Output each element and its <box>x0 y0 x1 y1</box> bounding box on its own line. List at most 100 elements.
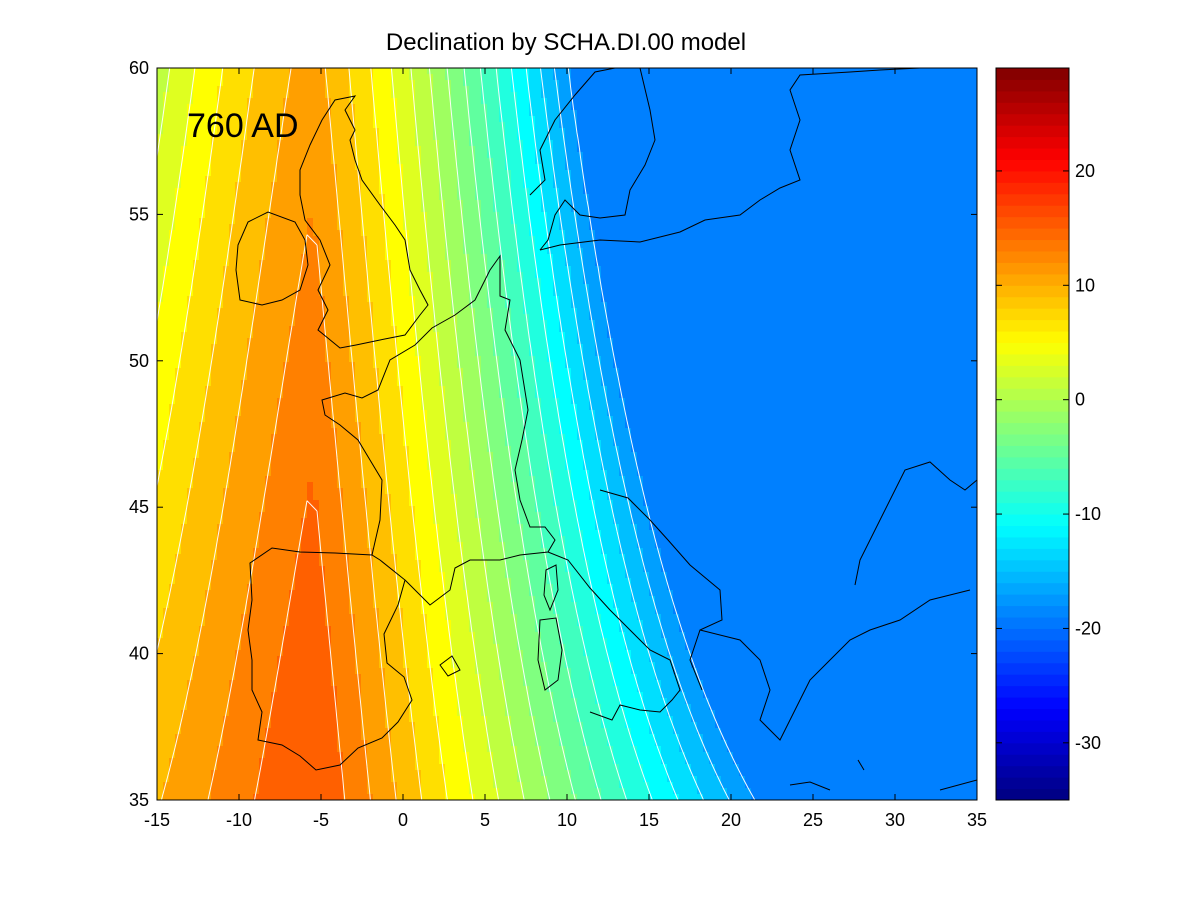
field-cell <box>391 596 398 603</box>
field-cell <box>319 368 326 375</box>
field-cell <box>223 530 230 537</box>
field-cell <box>301 146 308 153</box>
field-cell <box>361 428 368 435</box>
field-cell <box>367 374 374 381</box>
field-cell <box>331 152 338 159</box>
field-cell <box>223 620 230 627</box>
field-cell <box>289 434 296 441</box>
field-cell <box>259 218 266 225</box>
field-cell <box>349 644 356 651</box>
field-cell <box>355 146 362 153</box>
field-cell <box>211 668 218 675</box>
field-cell <box>277 728 284 735</box>
field-cell <box>343 314 350 321</box>
field-cell <box>211 452 218 459</box>
field-cell <box>295 80 302 87</box>
field-cell <box>169 68 176 75</box>
field-cell <box>199 464 206 471</box>
field-cell <box>367 758 374 765</box>
field-cell <box>157 104 164 111</box>
field-cell <box>259 110 266 117</box>
field-cell <box>247 530 254 537</box>
field-cell <box>205 314 212 321</box>
field-cell <box>331 362 338 369</box>
field-cell <box>301 140 308 147</box>
field-cell <box>199 218 206 225</box>
field-cell <box>391 308 398 315</box>
field-cell <box>361 248 368 255</box>
field-cell <box>307 362 314 369</box>
field-cell <box>277 68 284 75</box>
field-cell <box>163 68 170 75</box>
field-cell <box>157 68 164 75</box>
field-cell <box>163 614 170 621</box>
field-cell <box>355 464 362 471</box>
field-cell <box>277 404 284 411</box>
field-cell <box>187 662 194 669</box>
field-cell <box>175 488 182 495</box>
field-cell <box>247 116 254 123</box>
field-cell <box>385 272 392 279</box>
field-cell <box>265 362 272 369</box>
field-cell <box>331 716 338 723</box>
field-cell <box>253 596 260 603</box>
field-cell <box>175 458 182 465</box>
field-cell <box>361 386 368 393</box>
field-cell <box>247 422 254 429</box>
field-cell <box>217 608 224 615</box>
field-cell <box>319 638 326 645</box>
field-cell <box>331 398 338 405</box>
field-cell <box>163 578 170 585</box>
field-cell <box>373 80 380 87</box>
field-cell <box>205 272 212 279</box>
field-cell <box>319 272 326 279</box>
field-cell <box>331 200 338 207</box>
field-cell <box>283 224 290 231</box>
field-cell <box>301 656 308 663</box>
field-cell <box>265 788 272 795</box>
field-cell <box>289 74 296 81</box>
field-cell <box>223 788 230 795</box>
field-cell <box>223 680 230 687</box>
field-cell <box>229 524 236 531</box>
field-cell <box>163 692 170 699</box>
field-cell <box>193 260 200 267</box>
field-cell <box>187 428 194 435</box>
field-cell <box>157 434 164 441</box>
field-cell <box>355 698 362 705</box>
field-cell <box>337 272 344 279</box>
field-cell <box>313 218 320 225</box>
field-cell <box>235 770 242 777</box>
field-cell <box>247 326 254 333</box>
field-cell <box>229 728 236 735</box>
field-cell <box>343 230 350 237</box>
field-cell <box>181 692 188 699</box>
field-cell <box>349 116 356 123</box>
field-cell <box>301 602 308 609</box>
field-cell <box>301 758 308 765</box>
field-cell <box>355 734 362 741</box>
field-cell <box>169 638 176 645</box>
field-cell <box>157 584 164 591</box>
field-cell <box>313 530 320 537</box>
field-cell <box>247 758 254 765</box>
field-cell <box>397 110 404 117</box>
field-cell <box>265 632 272 639</box>
field-cell <box>211 98 218 105</box>
field-cell <box>217 686 224 693</box>
field-cell <box>157 260 164 267</box>
field-cell <box>259 176 266 183</box>
field-cell <box>229 704 236 711</box>
field-cell <box>349 290 356 297</box>
field-cell <box>367 470 374 477</box>
field-cell <box>187 398 194 405</box>
field-cell <box>163 656 170 663</box>
field-cell <box>301 134 308 141</box>
field-cell <box>289 200 296 207</box>
field-cell <box>229 662 236 669</box>
field-cell <box>367 74 374 81</box>
field-cell <box>379 224 386 231</box>
field-cell <box>217 572 224 579</box>
field-cell <box>385 92 392 99</box>
field-cell <box>277 506 284 513</box>
